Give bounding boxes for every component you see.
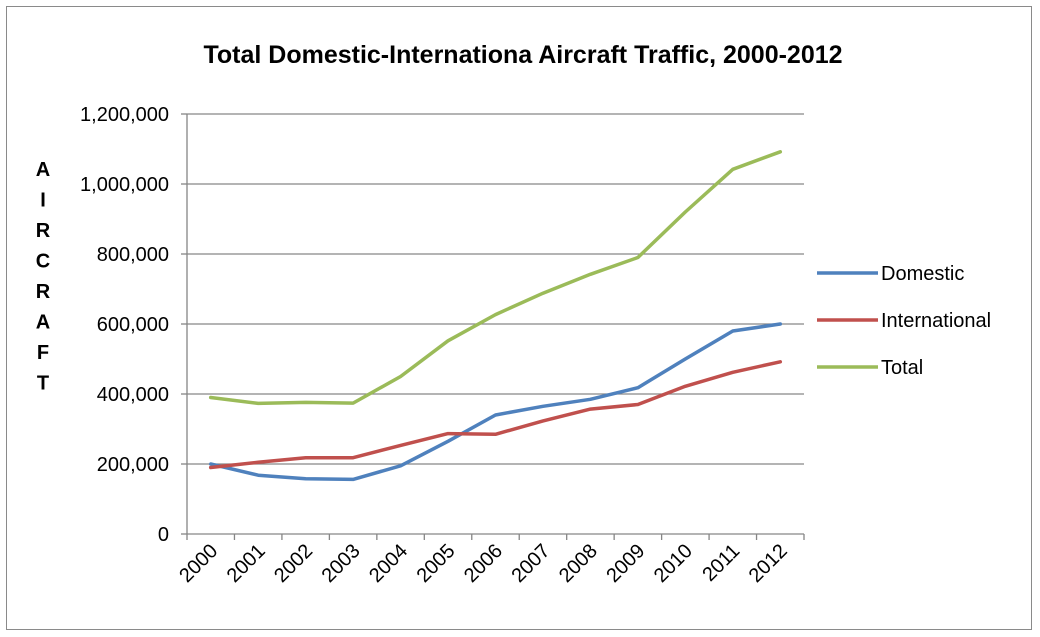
- y-tick-label: 400,000: [97, 384, 169, 406]
- y-axis-label-letter: R: [36, 220, 51, 242]
- x-tick-labels: 2000 2001 2002 2003 2004 2005 2006 2007 2008 2009…: [175, 540, 792, 587]
- x-tick-label: 2011: [698, 540, 744, 586]
- y-tick-label: 800,000: [97, 244, 169, 266]
- gridlines: [181, 113, 804, 535]
- series-line-international: [208, 360, 783, 470]
- legend: Domestic International Total: [817, 263, 991, 379]
- legend-label-total: Total: [881, 357, 923, 379]
- chart-title: Total Domestic-Internationa Aircraft Tra…: [203, 41, 842, 69]
- y-tick-label: 1,000,000: [80, 174, 169, 196]
- x-tick-label: 2006: [460, 540, 507, 587]
- y-tick-labels: 0 200,000 400,000 600,000 800,000 1,000,000 1,…: [80, 104, 169, 546]
- y-axis-label-letter: I: [40, 190, 46, 212]
- y-axis-label-letter: F: [37, 342, 49, 364]
- y-axis-label-letter: A: [36, 312, 50, 334]
- x-tick-label: 2008: [555, 540, 602, 587]
- x-tick-label: 2001: [223, 540, 270, 587]
- x-tick-label: 2000: [175, 540, 222, 587]
- series-line-total: [208, 150, 783, 406]
- legend-label-domestic: Domestic: [881, 263, 964, 285]
- axes: [186, 114, 805, 540]
- x-tick-label: 2012: [745, 540, 792, 587]
- y-tick-label: 1,200,000: [80, 104, 169, 126]
- x-tick-label: 2002: [270, 540, 317, 587]
- series-lines: [208, 150, 783, 482]
- x-tick-label: 2004: [365, 540, 412, 587]
- y-tick-label: 0: [158, 524, 169, 546]
- x-tick-label: 2007: [507, 540, 554, 587]
- y-axis-label-letter: C: [36, 251, 50, 273]
- x-tick-label: 2010: [650, 540, 697, 587]
- chart-frame: [6, 6, 1032, 630]
- y-axis-label-letter: T: [37, 373, 49, 395]
- y-axis-label-letter: R: [36, 281, 51, 303]
- y-axis-label-letter: A: [36, 159, 50, 181]
- y-tick-label: 600,000: [97, 314, 169, 336]
- y-tick-label: 200,000: [97, 454, 169, 476]
- x-tick-label: 2003: [318, 540, 365, 587]
- legend-label-international: International: [881, 310, 991, 332]
- x-tick-label: 2009: [602, 540, 649, 587]
- x-tick-label: 2005: [413, 540, 460, 587]
- series-line-domestic: [208, 322, 783, 482]
